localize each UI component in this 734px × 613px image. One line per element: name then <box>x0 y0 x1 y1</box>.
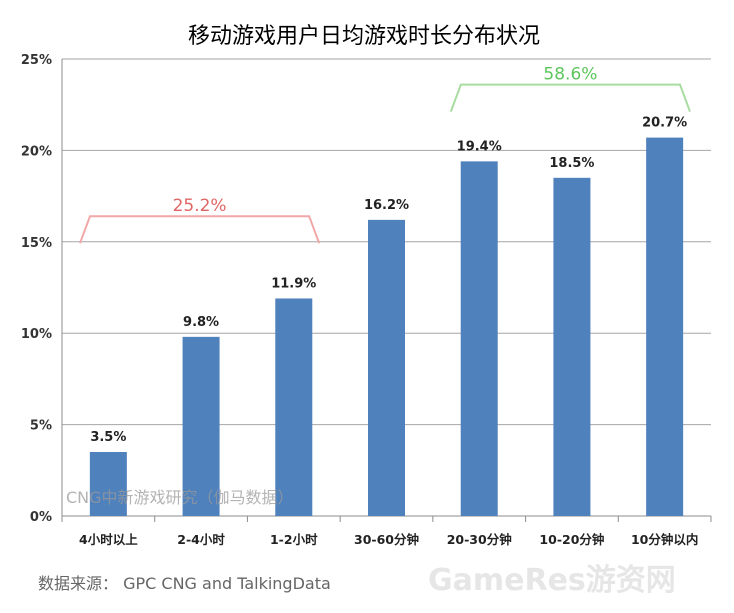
y-tick-label: 10% <box>21 327 52 342</box>
x-tick-label: 2-4小时 <box>177 532 225 547</box>
y-axis-ticks: 0% 5% 10% 15% 20% 25% <box>21 53 52 525</box>
data-label: 11.9% <box>271 276 316 291</box>
x-tick-label: 1-2小时 <box>270 532 318 547</box>
watermark-cng: CNG中新游戏研究（伽马数据） <box>66 488 294 507</box>
bar <box>182 336 220 516</box>
x-tick-label: 10分钟以内 <box>631 532 698 547</box>
bar <box>553 177 591 516</box>
chart-title: 移动游戏用户日均游戏时长分布状况 <box>188 24 540 49</box>
y-tick-label: 0% <box>30 510 52 525</box>
source-note: 数据来源： GPC CNG and TalkingData <box>38 574 331 593</box>
bars <box>89 137 684 517</box>
x-tick-label: 30-60分钟 <box>354 532 419 547</box>
data-label: 3.5% <box>90 430 126 445</box>
watermark-gameres: GameRes游资网 <box>428 563 676 598</box>
data-label: 18.5% <box>549 156 594 171</box>
bracket-label: 25.2% <box>173 196 227 216</box>
x-tick-label: 20-30分钟 <box>447 532 512 547</box>
bracket <box>449 83 691 112</box>
data-labels: 3.5% 9.8% 11.9% 16.2% 19.4% 18.5% 20.7% <box>90 116 687 445</box>
x-tick-label: 4小时以上 <box>79 532 138 547</box>
bar <box>89 452 127 516</box>
data-label: 20.7% <box>642 116 687 131</box>
group-brackets: 25.2% 58.6% <box>79 65 691 244</box>
y-tick-label: 20% <box>21 144 52 159</box>
y-tick-label: 5% <box>30 419 52 434</box>
data-label: 9.8% <box>183 315 219 330</box>
bar <box>646 137 684 516</box>
data-label: 19.4% <box>457 139 502 154</box>
x-axis-ticks: 4小时以上 2-4小时 1-2小时 30-60分钟 20-30分钟 10-20分钟 10分钟… <box>61 516 712 547</box>
data-label: 16.2% <box>364 198 409 213</box>
y-tick-label: 15% <box>21 236 52 251</box>
x-tick-label: 10-20分钟 <box>539 532 604 547</box>
bracket <box>79 215 321 244</box>
y-tick-label: 25% <box>21 53 52 68</box>
bar <box>460 161 498 517</box>
bar <box>368 219 405 516</box>
bar <box>275 298 313 516</box>
bracket-label: 58.6% <box>543 65 597 85</box>
